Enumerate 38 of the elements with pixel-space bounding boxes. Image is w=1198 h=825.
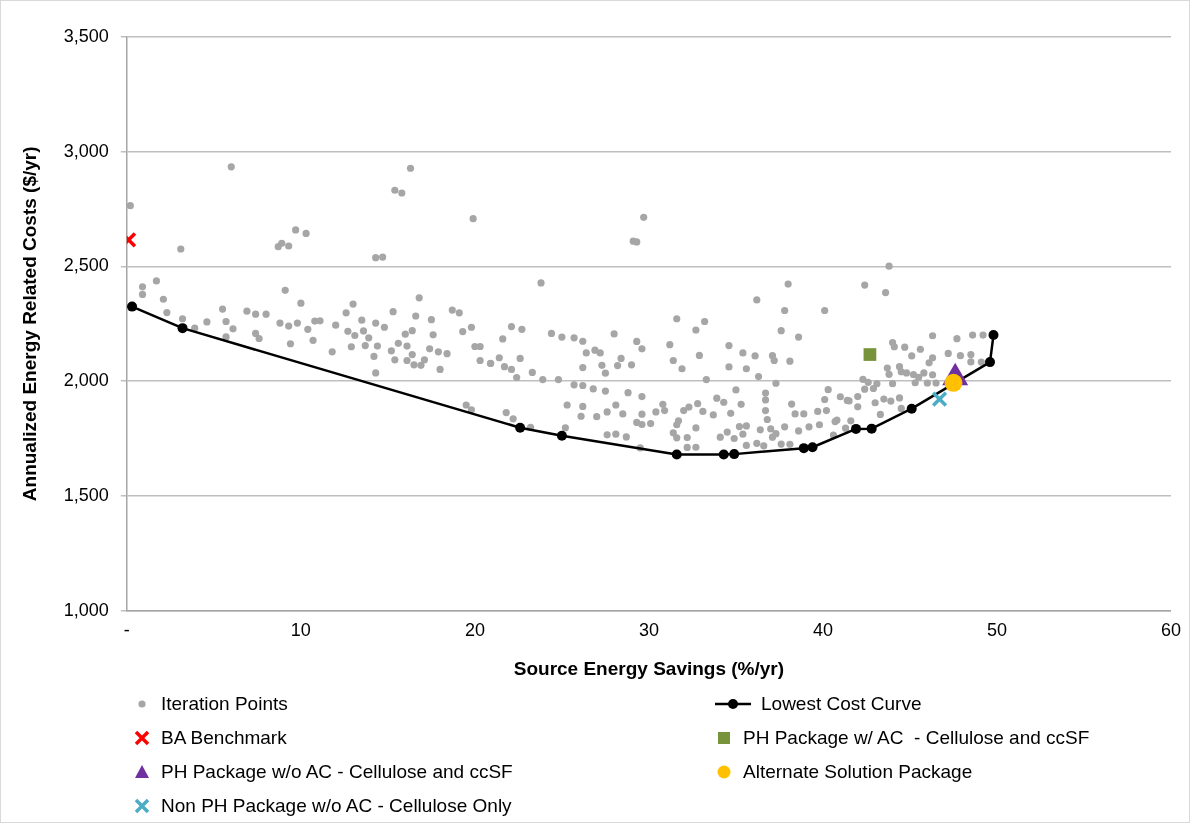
legend-label: PH Package w/ AC - Cellulose and ccSF bbox=[743, 727, 1090, 749]
legend-label: BA Benchmark bbox=[161, 727, 287, 749]
y-tick-label: 1,500 bbox=[63, 484, 109, 505]
legend-label: Non PH Package w/o AC - Cellulose Only bbox=[161, 795, 512, 817]
point bbox=[851, 423, 862, 434]
y-tick-label: 3,000 bbox=[63, 140, 109, 161]
x-tick-label: 50 bbox=[986, 620, 1007, 641]
x-tick-label: 10 bbox=[290, 620, 311, 641]
y-axis-title: Annualized Energy Related Costs ($/yr) bbox=[18, 146, 40, 502]
x-tick-label: 30 bbox=[638, 620, 659, 641]
x-tick-label: 60 bbox=[1160, 620, 1181, 641]
point bbox=[863, 348, 877, 361]
y-tick-label: 2,000 bbox=[63, 370, 109, 391]
point bbox=[807, 442, 818, 453]
point bbox=[988, 330, 999, 341]
x-axis-title: Source Energy Savings (%/yr) bbox=[513, 657, 785, 679]
legend-label: Iteration Points bbox=[161, 693, 288, 715]
point bbox=[729, 449, 740, 460]
point bbox=[985, 357, 995, 368]
point bbox=[906, 403, 917, 414]
point bbox=[556, 430, 567, 441]
point bbox=[515, 422, 526, 433]
point bbox=[177, 323, 188, 334]
legend-label: Lowest Cost Curve bbox=[761, 693, 922, 715]
y-tick-label: 2,500 bbox=[63, 255, 109, 276]
y-tick-label: 1,000 bbox=[63, 599, 109, 620]
point bbox=[866, 423, 877, 434]
legend-label: Alternate Solution Package bbox=[743, 761, 973, 783]
x-tick-label: 20 bbox=[464, 620, 485, 641]
point bbox=[127, 301, 138, 312]
y-tick-label: 3,500 bbox=[63, 25, 109, 46]
legend-label: PH Package w/o AC - Cellulose and ccSF bbox=[161, 761, 513, 783]
point bbox=[718, 449, 729, 460]
x-tick-label: 40 bbox=[812, 620, 833, 641]
x-tick-label: - bbox=[123, 620, 130, 641]
point bbox=[931, 390, 948, 408]
point bbox=[798, 443, 809, 454]
point bbox=[671, 449, 682, 460]
